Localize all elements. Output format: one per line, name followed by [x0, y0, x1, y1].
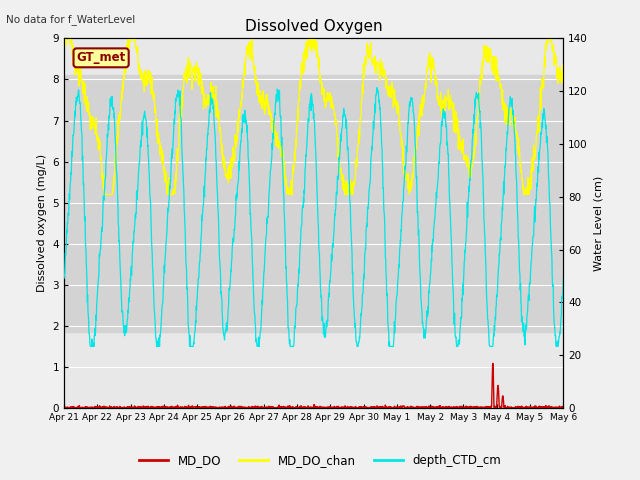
Text: GT_met: GT_met [77, 51, 125, 64]
Y-axis label: Water Level (cm): Water Level (cm) [593, 176, 604, 271]
Text: No data for f_WaterLevel: No data for f_WaterLevel [6, 14, 136, 25]
Legend: MD_DO, MD_DO_chan, depth_CTD_cm: MD_DO, MD_DO_chan, depth_CTD_cm [134, 449, 506, 472]
Y-axis label: Dissolved oxygen (mg/L): Dissolved oxygen (mg/L) [37, 154, 47, 292]
Bar [64, 75, 563, 332]
Title: Dissolved Oxygen: Dissolved Oxygen [244, 20, 383, 35]
